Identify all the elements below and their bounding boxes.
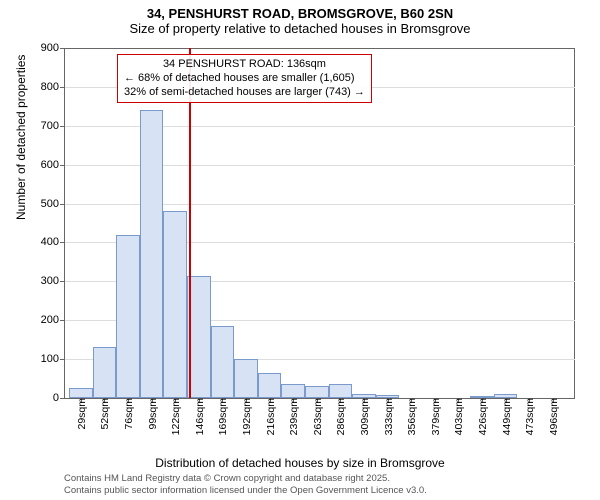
xtick-label: 169sqm [215,398,229,435]
ytick-label: 200 [41,314,65,326]
xtick-label: 356sqm [404,398,418,435]
xtick-label: 263sqm [310,398,324,435]
footnote-line2: Contains public sector information licen… [64,485,427,496]
xtick-label: 403sqm [451,398,465,435]
axis-right [574,48,575,398]
histogram-bar [93,347,117,398]
histogram-bar [281,384,305,398]
xtick-label: 426sqm [475,398,489,435]
ytick-label: 600 [41,159,65,171]
xtick-label: 496sqm [546,398,560,435]
chart-title-sub: Size of property relative to detached ho… [0,21,600,40]
y-axis-label: Number of detached properties [14,55,28,220]
xtick-label: 76sqm [121,398,135,430]
histogram-bar [305,386,329,398]
ytick-label: 500 [41,198,65,210]
callout-box: 34 PENSHURST ROAD: 136sqm← 68% of detach… [117,54,372,103]
ytick-label: 900 [41,42,65,54]
axis-top [65,48,575,49]
xtick-label: 52sqm [97,398,111,430]
footnote: Contains HM Land Registry data © Crown c… [64,473,427,496]
histogram-bar [116,235,140,398]
callout-line3: 32% of semi-detached houses are larger (… [124,86,365,100]
ytick-label: 0 [53,392,65,404]
ytick-label: 700 [41,120,65,132]
xtick-label: 286sqm [333,398,347,435]
chart-title-main: 34, PENSHURST ROAD, BROMSGROVE, B60 2SN [0,0,600,21]
xtick-label: 29sqm [74,398,88,430]
ytick-label: 800 [41,81,65,93]
histogram-bar [329,384,353,398]
chart-plot-area: 010020030040050060070080090029sqm52sqm76… [64,48,575,399]
footnote-line1: Contains HM Land Registry data © Crown c… [64,473,427,484]
histogram-bar [163,211,187,398]
xtick-label: 122sqm [168,398,182,435]
xtick-label: 473sqm [522,398,536,435]
xtick-label: 99sqm [145,398,159,430]
xtick-label: 239sqm [286,398,300,435]
callout-line1: 34 PENSHURST ROAD: 136sqm [124,58,365,72]
ytick-label: 300 [41,275,65,287]
xtick-label: 192sqm [239,398,253,435]
xtick-label: 309sqm [357,398,371,435]
xtick-label: 146sqm [192,398,206,435]
ytick-label: 400 [41,236,65,248]
ytick-label: 100 [41,353,65,365]
x-axis-label: Distribution of detached houses by size … [0,456,600,470]
xtick-label: 333sqm [381,398,395,435]
callout-line2: ← 68% of detached houses are smaller (1,… [124,72,365,86]
histogram-bar [140,110,164,398]
xtick-label: 379sqm [428,398,442,435]
xtick-label: 449sqm [499,398,513,435]
histogram-bar [234,359,258,398]
histogram-bar [211,326,235,398]
xtick-label: 216sqm [263,398,277,435]
histogram-bar [258,373,282,398]
